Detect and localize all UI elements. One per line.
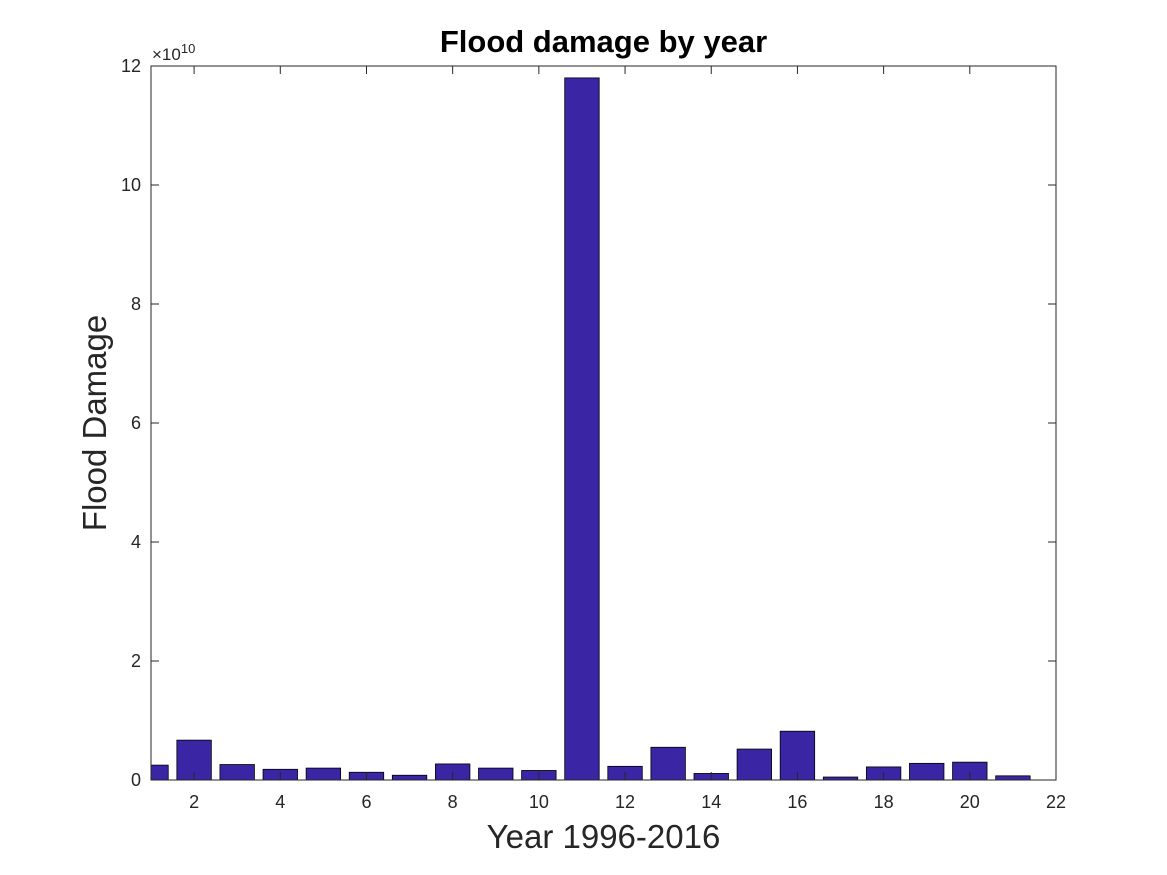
- y-tick-label: 0: [131, 770, 141, 790]
- y-exponent-power: 10: [181, 41, 195, 56]
- ticks-group: 2 4 6 8 10 12 14 16 18 20 22 0 2 4 6 8 10 12: [121, 56, 1066, 812]
- y-axis-exponent: ×1010: [152, 41, 195, 64]
- y-axis-label: Flood Damage: [76, 315, 113, 531]
- bar-11: [564, 77, 600, 780]
- x-tick-label: 22: [1046, 792, 1066, 812]
- y-tick-label: 12: [121, 56, 141, 76]
- bar-21: [995, 775, 1031, 780]
- x-tick-label: 4: [275, 792, 285, 812]
- bar-5: [305, 767, 342, 780]
- y-tick-label: 4: [131, 532, 141, 552]
- bar-9: [478, 767, 514, 780]
- x-tick-label: 12: [615, 792, 635, 812]
- y-tick-label: 2: [131, 651, 141, 671]
- bar-17: [822, 776, 859, 780]
- x-axis-label: Year 1996-2016: [487, 818, 721, 855]
- bar-15: [736, 748, 772, 780]
- x-tick-label: 20: [960, 792, 980, 812]
- plot-area: [151, 66, 1056, 780]
- x-tick-label: 10: [529, 792, 549, 812]
- y-tick-label: 10: [121, 175, 141, 195]
- plot-border: [150, 65, 1057, 781]
- y-exponent-base: ×10: [152, 45, 181, 64]
- bar-13: [650, 746, 686, 780]
- x-tick-label: 16: [787, 792, 807, 812]
- y-tick-label: 8: [131, 294, 141, 314]
- bar-20: [952, 761, 988, 780]
- x-tick-label: 2: [189, 792, 199, 812]
- bar-1: [151, 764, 169, 780]
- x-tick-label: 14: [701, 792, 721, 812]
- x-tick-label: 8: [448, 792, 458, 812]
- bar-19: [909, 762, 945, 780]
- bar-7: [391, 774, 428, 780]
- x-tick-label: 6: [361, 792, 371, 812]
- chart-title: Flood damage by year: [440, 24, 767, 59]
- y-tick-label: 6: [131, 413, 141, 433]
- bar-16: [779, 730, 816, 780]
- x-tick-label: 18: [874, 792, 894, 812]
- bar-3: [219, 764, 255, 780]
